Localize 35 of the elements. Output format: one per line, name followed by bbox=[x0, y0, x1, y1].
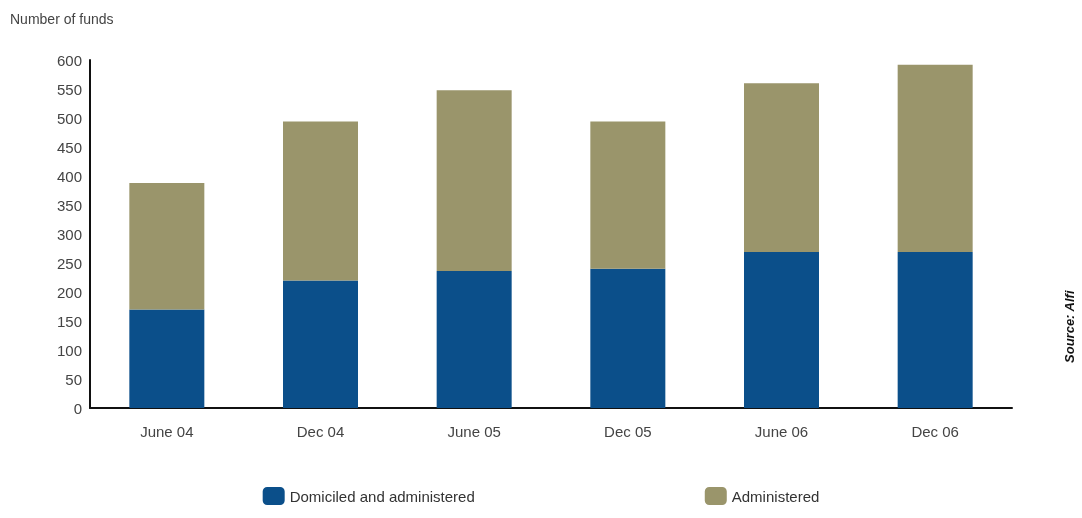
bar bbox=[590, 121, 666, 269]
legend-label: Domiciled and administered bbox=[289, 487, 475, 505]
bar bbox=[897, 251, 973, 408]
x-tick-label: June 05 bbox=[447, 423, 501, 440]
y-tick-label: 450 bbox=[56, 138, 82, 156]
y-tick-label: 600 bbox=[56, 51, 82, 69]
y-tick-label: 200 bbox=[56, 283, 82, 301]
bar bbox=[897, 64, 973, 252]
y-tick-label: 400 bbox=[56, 167, 82, 185]
y-axis-title: Number of funds bbox=[10, 11, 114, 27]
bar bbox=[436, 90, 512, 272]
x-tick-label: Dec 06 bbox=[911, 423, 959, 440]
bar bbox=[744, 83, 819, 252]
x-tick-label: June 04 bbox=[140, 423, 194, 440]
bar bbox=[590, 268, 666, 408]
x-tick-label: Dec 04 bbox=[296, 423, 345, 440]
x-tick-label: Dec 05 bbox=[604, 423, 652, 440]
bar bbox=[283, 280, 358, 408]
y-tick-label: 150 bbox=[56, 312, 82, 330]
x-tick-label: June 06 bbox=[754, 423, 809, 440]
y-tick-label: 550 bbox=[56, 80, 82, 98]
y-tick-label: 300 bbox=[56, 225, 82, 243]
y-tick-label: 250 bbox=[56, 254, 82, 272]
y-tick-label: 50 bbox=[65, 370, 82, 388]
y-tick-label: 350 bbox=[56, 196, 82, 214]
bar bbox=[129, 309, 205, 408]
bar bbox=[744, 251, 819, 408]
bar bbox=[436, 271, 512, 408]
source-note: Source: Alfi bbox=[1062, 290, 1077, 363]
y-tick-label: 100 bbox=[56, 341, 82, 359]
bar bbox=[129, 182, 205, 310]
y-tick-label: 0 bbox=[73, 399, 82, 417]
legend-label: Administered bbox=[731, 487, 820, 505]
y-tick-label: 500 bbox=[56, 109, 82, 127]
bar bbox=[283, 121, 358, 281]
